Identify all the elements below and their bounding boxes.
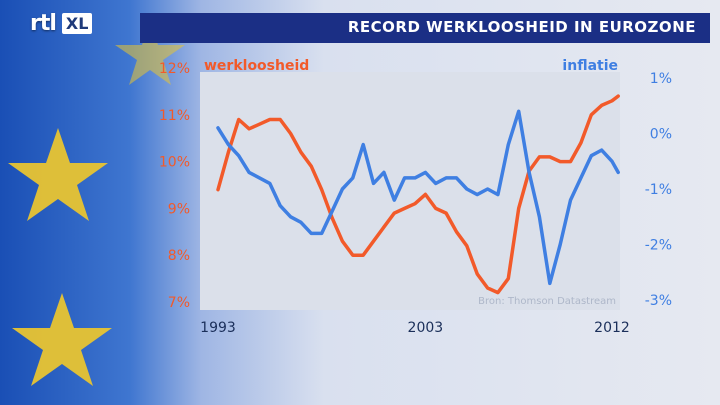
right-axis-tick-label: -2% [645, 238, 672, 254]
logo-rtl-text: rtl [30, 10, 57, 36]
title-bar: RECORD WERKLOOSHEID IN EUROZONE [140, 13, 710, 43]
left-axis-tick-label: 11% [159, 108, 190, 124]
right-axis-tick-label: -3% [645, 293, 672, 309]
legend-inflatie: inflatie [562, 58, 618, 74]
source-note: Bron: Thomson Datastream [478, 296, 616, 307]
right-axis-tick-label: -1% [645, 182, 672, 198]
x-axis-tick-label: 2003 [408, 320, 444, 336]
eu-star-icon [115, 20, 185, 85]
rtlxl-logo: rtl XL [30, 8, 93, 38]
eu-star-icon [12, 293, 112, 386]
left-axis-tick-label: 10% [159, 155, 190, 171]
left-axis-tick-label: 8% [168, 248, 190, 264]
series-line-werkloosheid [216, 94, 620, 295]
chart-title: RECORD WERKLOOSHEID IN EUROZONE [347, 18, 696, 36]
logo-xl-badge: XL [61, 12, 93, 34]
series-line-inflatie [216, 109, 620, 286]
x-axis-tick-label: 1993 [200, 320, 236, 336]
left-axis-tick-label: 12% [159, 61, 190, 77]
eu-star-icon [8, 128, 108, 221]
left-axis-tick-label: 7% [168, 295, 190, 311]
left-axis-tick-label: 9% [168, 201, 190, 217]
right-axis-tick-label: 0% [650, 127, 672, 143]
plot-area [200, 72, 620, 310]
legend-werkloosheid: werkloosheid [204, 58, 309, 74]
x-axis-tick-label: 2012 [594, 320, 630, 336]
right-axis-tick-label: 1% [650, 71, 672, 87]
